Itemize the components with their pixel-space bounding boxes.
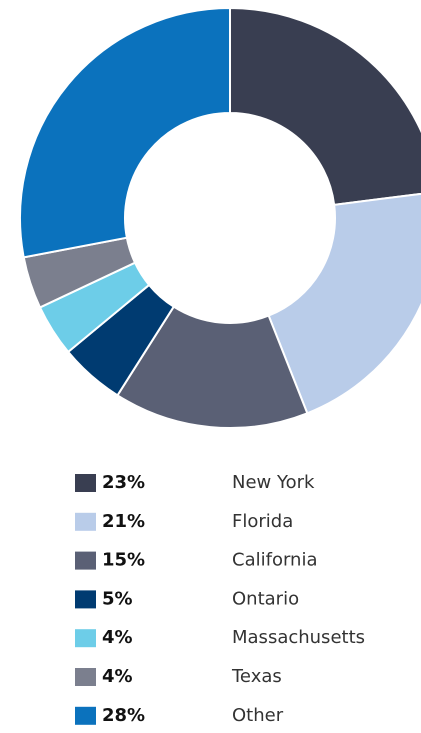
legend-swatch [75, 590, 96, 609]
legend-label: New York [232, 472, 315, 493]
legend-value: 4% [102, 627, 133, 648]
legend-label: Texas [231, 666, 282, 687]
legend-swatch [75, 629, 96, 648]
donut-slice [19, 6, 231, 259]
legend-label: Other [232, 705, 284, 726]
legend-value: 28% [102, 705, 145, 726]
legend-label: Florida [232, 511, 293, 532]
donut-slice [229, 6, 421, 206]
donut-slice [267, 192, 421, 415]
legend-swatch [75, 512, 96, 531]
donut-slice [116, 305, 309, 429]
legend-swatch [75, 706, 96, 725]
legend-value: 23% [102, 472, 145, 493]
legend-swatch [75, 668, 96, 686]
legend-swatch [75, 474, 96, 492]
legend-value: 5% [102, 588, 133, 609]
legend-value: 21% [102, 511, 145, 532]
legend-label: California [232, 550, 317, 571]
legend-swatch [75, 551, 96, 570]
legend-value: 4% [102, 666, 133, 687]
legend-label: Ontario [232, 588, 299, 609]
legend-label: Massachusetts [232, 627, 365, 648]
legend-value: 15% [102, 550, 145, 571]
